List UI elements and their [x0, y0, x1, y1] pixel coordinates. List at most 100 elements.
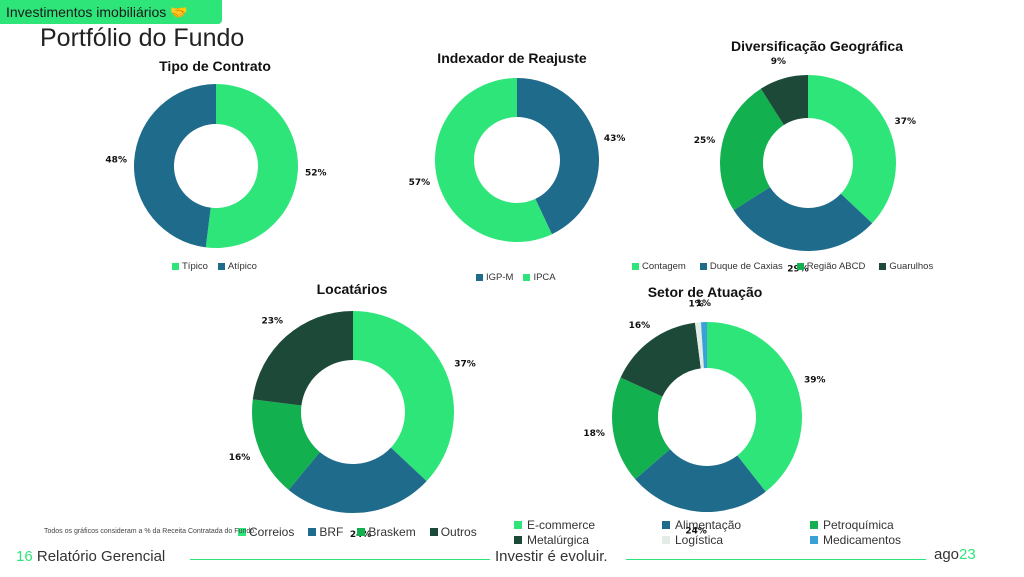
legend-swatch: [308, 528, 317, 536]
legend-swatch: [662, 521, 670, 529]
donut-slice-locatarios-1: [288, 447, 427, 513]
donut-slice-locatarios-3: [252, 311, 353, 406]
legend-swatch: [699, 263, 707, 270]
legend-swatch: [172, 263, 179, 270]
chart-title-geo: Diversificação Geográfica: [731, 38, 903, 54]
donut-slice-geo-2: [720, 88, 784, 211]
donut-chart-indexador: 43% 57%: [409, 78, 626, 242]
data-label-locatarios-2: 16%: [229, 453, 251, 463]
footer-year: 23: [959, 546, 976, 563]
legend-item: BRF: [308, 525, 343, 539]
legend-indexador: IGP-M IPCA: [476, 272, 556, 283]
footer-date: ago23: [934, 546, 976, 563]
legend-label: Logística: [675, 533, 724, 547]
legend-label: Correios: [249, 525, 295, 539]
legend-item: Metalúrgica: [514, 533, 662, 547]
data-label-geo-0: 37%: [895, 117, 917, 127]
legend-item: IGP-M: [476, 272, 513, 283]
data-label-locatarios-0: 37%: [454, 360, 476, 370]
legend-label: BRF: [319, 525, 344, 539]
legend-item: Duque de Caxias: [699, 261, 783, 272]
footer-month: ago: [934, 546, 960, 563]
data-label-setor-0: 39%: [804, 376, 826, 386]
footer-divider: [190, 559, 490, 560]
chart-title-tipo: Tipo de Contrato: [159, 58, 271, 74]
legend-geo: Contagem Duque de Caxias Região ABCD Gua…: [632, 261, 933, 272]
legend-item: Petroquímica: [810, 518, 950, 532]
legend-label: Região ABCD: [806, 261, 866, 272]
legend-item: Braskem: [357, 525, 416, 539]
donut-slice-setor-1: [635, 449, 766, 512]
section-tag-label: Investimentos imobiliários: [6, 4, 167, 20]
legend-item: IPCA: [523, 272, 556, 283]
legend-label: Contagem: [642, 261, 686, 272]
donut-slice-indexador-1: [434, 78, 552, 242]
donut-slice-locatarios-2: [252, 399, 320, 490]
data-label-setor-1: 24%: [685, 526, 707, 536]
donut-slice-tipo-0: [205, 84, 299, 249]
donut-slice-setor-3: [620, 322, 701, 397]
donut-slice-geo-3: [760, 75, 808, 126]
legend-swatch: [662, 536, 670, 544]
legend-swatch: [796, 263, 804, 270]
donut-slice-indexador-0: [517, 78, 599, 235]
legend-label: Típico: [182, 261, 208, 272]
page-number: 16: [16, 548, 33, 565]
legend-item: Contagem: [632, 261, 686, 272]
donut-chart-locatarios: 37%24%16%23%: [229, 311, 476, 540]
legend-tipo: Típico Atípico: [172, 261, 257, 272]
donut-slice-geo-0: [808, 75, 896, 224]
section-tag: Investimentos imobiliários 🤝: [0, 0, 222, 24]
legend-label: Alimentação: [675, 518, 742, 532]
legend-swatch: [632, 263, 639, 270]
legend-item: Medicamentos: [810, 533, 950, 547]
legend-label: E-commerce: [527, 518, 596, 532]
data-label-locatarios-3: 23%: [262, 316, 284, 326]
legend-item: Guarulhos: [879, 261, 933, 272]
legend-swatch: [429, 528, 438, 536]
donut-chart-setor: 39% 24% 18% 16% 1%1%: [583, 299, 826, 536]
donut-slice-setor-2: [612, 377, 670, 480]
legend-item: Outros: [429, 525, 477, 539]
donut-slice-setor-5: [700, 322, 707, 369]
donut-slice-geo-1: [733, 187, 873, 251]
legend-label: Duque de Caxias: [709, 261, 783, 272]
handshake-icon: 🤝: [170, 3, 188, 20]
legend-swatch: [238, 528, 246, 536]
legend-item: Atípico: [217, 261, 257, 272]
donut-slice-setor-0: [707, 322, 802, 492]
legend-swatch: [879, 263, 887, 270]
legend-swatch: [357, 528, 366, 536]
donut-slice-setor-4: [694, 322, 704, 369]
legend-item: Alimentação: [662, 518, 810, 532]
legend-item: Logística: [662, 533, 810, 547]
data-label-indexador-0: 43%: [604, 134, 626, 144]
legend-label: Guarulhos: [889, 261, 934, 272]
legend-label: Metalúrgica: [527, 533, 590, 547]
data-label-setor-3: 16%: [629, 321, 651, 331]
data-label-setor-4: 1%: [689, 300, 704, 310]
data-label-tipo-1: 48%: [105, 156, 127, 166]
footer-slogan: Investir é evoluir.: [495, 548, 608, 565]
data-label-indexador-1: 57%: [409, 178, 431, 188]
legend-label: Petroquímica: [823, 518, 894, 532]
footer-report: 16 Relatório Gerencial: [16, 548, 165, 565]
data-label-setor-2: 18%: [583, 429, 605, 439]
legend-locatarios: Correios BRF Braskem Outros: [238, 525, 477, 539]
legend-swatch: [514, 536, 522, 544]
legend-item: E-commerce: [514, 518, 662, 532]
footnote: Todos os gráficos consideram a % da Rece…: [44, 528, 257, 535]
legend-swatch: [810, 536, 818, 544]
report-name: Relatório Gerencial: [36, 548, 166, 565]
page-title: Portfólio do Fundo: [40, 24, 245, 52]
data-label-geo-2: 25%: [694, 136, 716, 146]
legend-item: Região ABCD: [796, 261, 866, 272]
chart-title-locatarios: Locatários: [316, 281, 388, 297]
legend-swatch: [514, 521, 522, 529]
data-label-setor-5: 1%: [696, 299, 711, 309]
legend-swatch: [217, 263, 225, 270]
legend-label: Medicamentos: [823, 533, 902, 547]
chart-title-indexador: Indexador de Reajuste: [437, 50, 587, 66]
legend-label: Braskem: [368, 525, 416, 539]
legend-label: IGP-M: [486, 272, 514, 283]
